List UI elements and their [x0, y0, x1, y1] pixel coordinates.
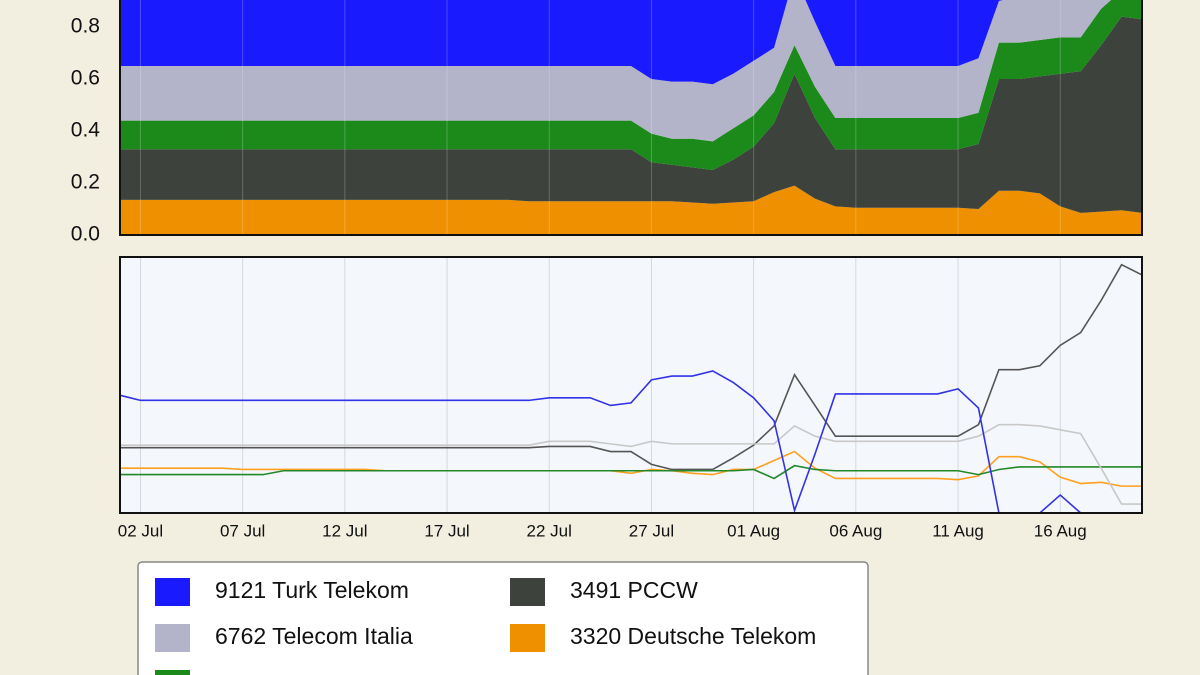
y-tick-label: 0.4 — [71, 119, 101, 142]
x-tick-label: 07 Jul — [220, 521, 265, 540]
x-tick-label: 01 Aug — [727, 521, 780, 540]
area — [120, 0, 1142, 170]
line — [119, 370, 1142, 514]
line — [120, 263, 1143, 471]
y-tick-label: 0.2 — [71, 171, 100, 194]
legend-swatch — [155, 624, 190, 652]
y-tick-label: 0.6 — [71, 67, 100, 90]
x-tick-label: 02 Jul — [118, 521, 163, 540]
legend-label: 6762 Telecom Italia — [215, 623, 413, 649]
x-tick-label: 11 Aug — [932, 521, 984, 540]
plot-background — [120, 257, 1142, 513]
y-tick-label: 0.8 — [71, 15, 100, 38]
x-tick-label: 16 Aug — [1034, 521, 1087, 540]
area — [120, 0, 1003, 85]
y-tick-label: 0.0 — [71, 223, 100, 246]
x-tick-label: 12 Jul — [322, 521, 367, 540]
plot-frame — [119, 256, 1143, 514]
legend — [137, 561, 869, 675]
plot-frame — [119, 0, 1143, 236]
x-tick-label: 27 Jul — [629, 521, 674, 540]
legend-label: 9121 Turk Telekom — [215, 577, 409, 603]
line — [120, 450, 1142, 487]
x-tick-label: 06 Aug — [829, 521, 882, 540]
area — [120, 16, 1142, 213]
legend-label: 3491 PCCW — [570, 577, 698, 603]
area — [120, 185, 1142, 235]
line — [120, 464, 1142, 480]
legend-swatch — [155, 670, 190, 675]
legend-swatch — [155, 578, 190, 606]
legend-swatch — [510, 624, 545, 652]
legend-label: 3320 Deutsche Telekom — [570, 623, 816, 649]
line — [120, 423, 1142, 505]
area — [120, 0, 1112, 142]
x-tick-label: 22 Jul — [527, 521, 572, 540]
x-tick-label: 17 Jul — [424, 521, 469, 540]
legend-swatch — [510, 578, 545, 606]
